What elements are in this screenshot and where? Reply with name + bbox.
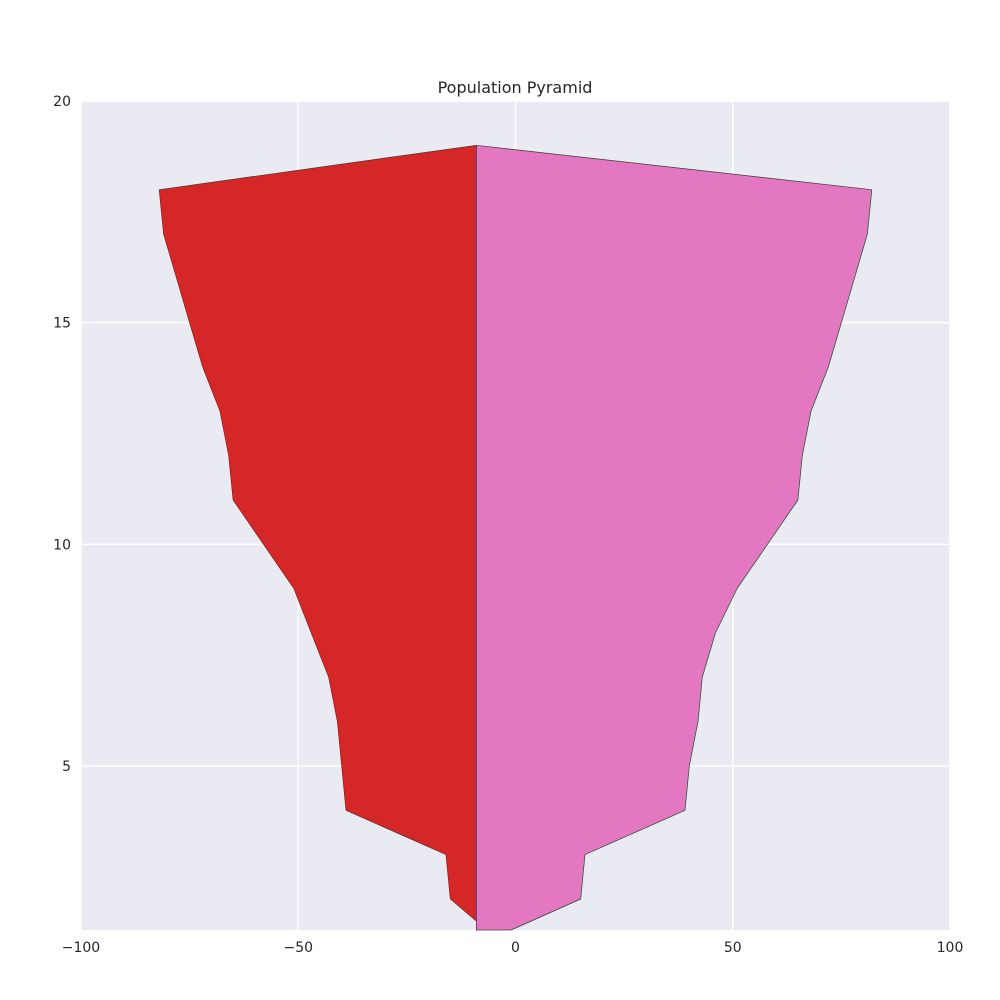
x-tick-label: −50 <box>283 940 313 956</box>
x-axis-ticks: −100 −50 0 50 100 <box>62 940 964 956</box>
x-tick-label: 0 <box>511 940 520 956</box>
chart-title: Population Pyramid <box>438 78 593 97</box>
y-tick-label: 15 <box>53 316 71 332</box>
area-right <box>476 144 873 931</box>
x-tick-label: 100 <box>937 940 964 956</box>
y-tick-label: 5 <box>62 759 71 775</box>
y-tick-label: 20 <box>53 94 71 110</box>
area-left <box>158 144 477 922</box>
y-axis-ticks: 5 10 15 20 <box>53 94 71 775</box>
x-tick-label: 50 <box>724 940 742 956</box>
x-tick-label: −100 <box>62 940 100 956</box>
series-areas <box>158 144 873 931</box>
y-tick-label: 10 <box>53 537 71 553</box>
